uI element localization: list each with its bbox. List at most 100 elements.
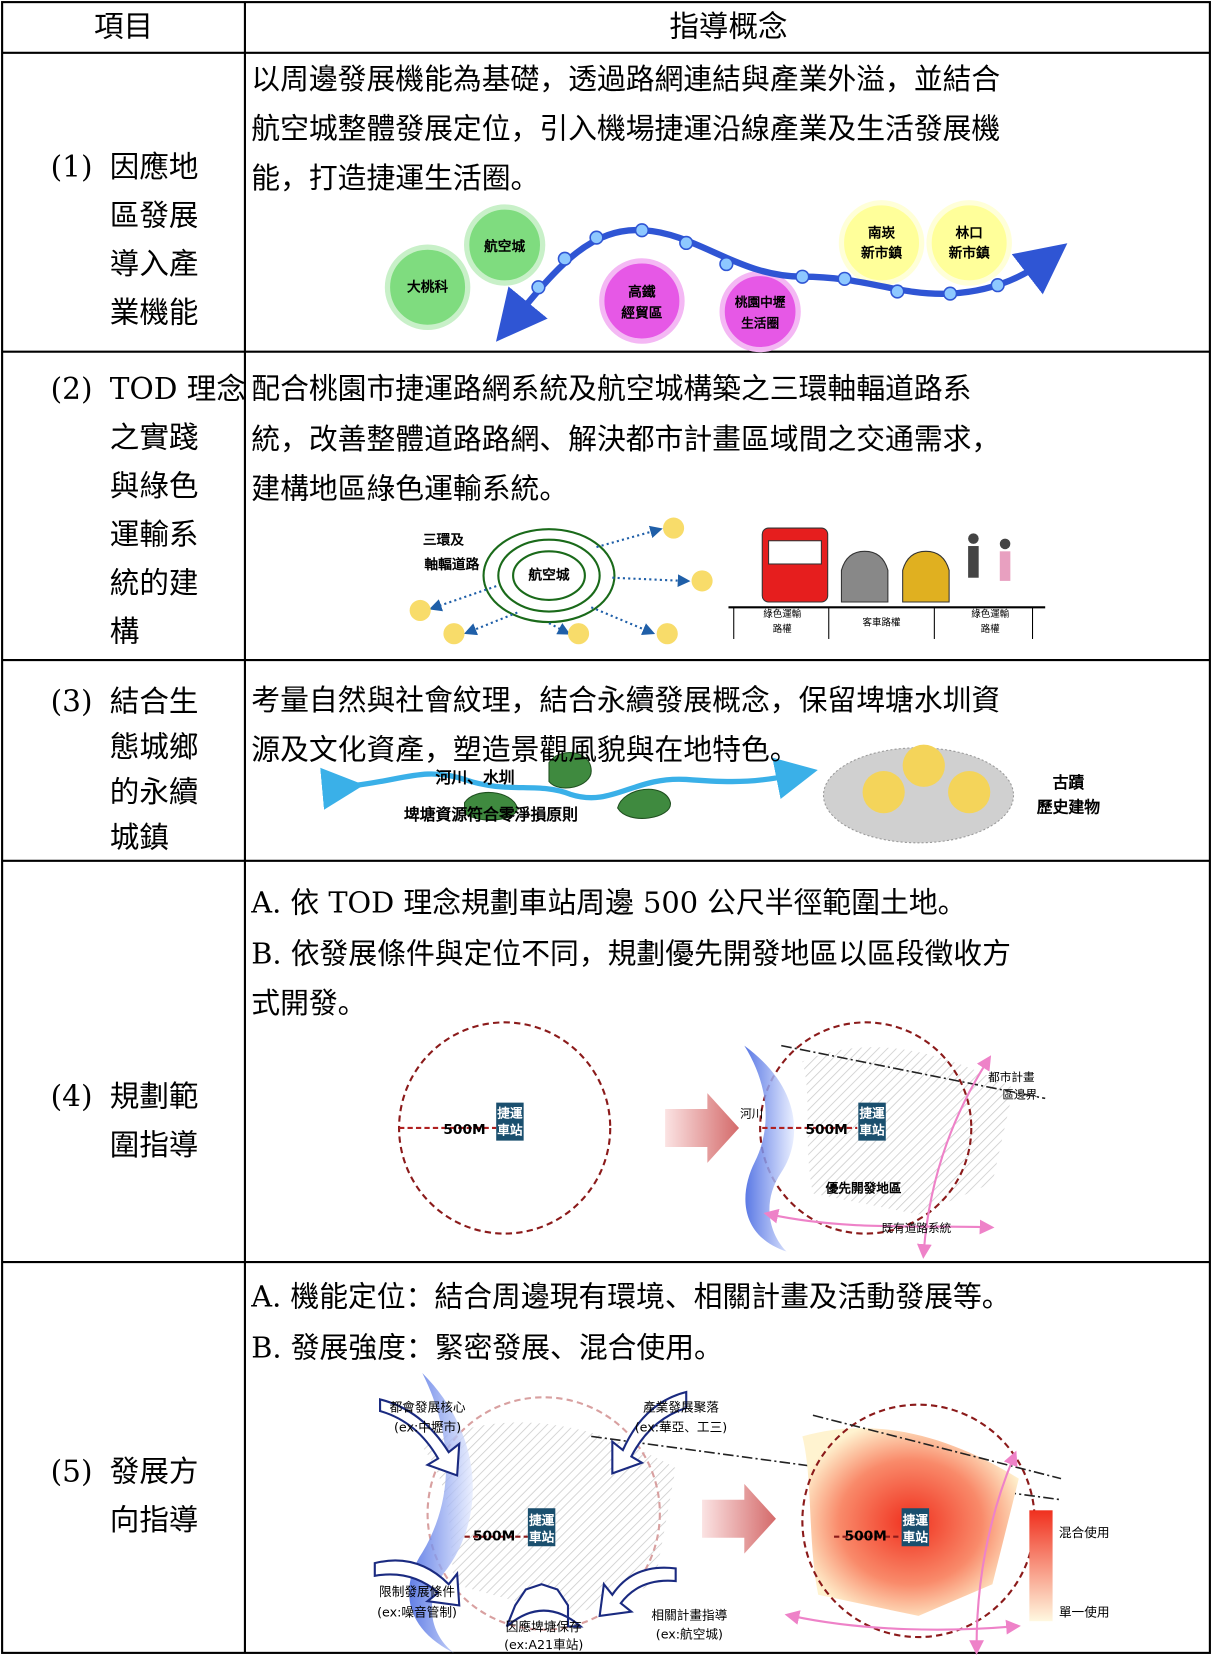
diagram-label: 混合使用 xyxy=(1059,1525,1110,1540)
item-number: (5) xyxy=(51,1454,93,1488)
node xyxy=(384,244,471,331)
plan-boundary xyxy=(781,1044,1046,1100)
diagram-label: 500M xyxy=(806,1122,848,1138)
diagram-label: 限制發展條件 xyxy=(379,1584,455,1599)
diagram-2 xyxy=(409,517,1046,645)
concept-line: 式開發。 xyxy=(251,986,366,1020)
diagram-label: (ex:中壢市) xyxy=(394,1419,461,1434)
heritage xyxy=(948,770,991,814)
diagram-label: 車站 xyxy=(497,1123,523,1138)
station xyxy=(858,1102,886,1141)
route-stations xyxy=(531,223,1005,301)
diagram-3 xyxy=(320,744,1015,844)
item-title: 因應地 xyxy=(110,150,199,184)
radius-circle xyxy=(426,1396,661,1631)
diagram-label: 車站 xyxy=(529,1529,555,1544)
river xyxy=(744,1045,795,1252)
node xyxy=(599,258,685,344)
diagram-label: 單一使用 xyxy=(1059,1604,1110,1619)
bus xyxy=(761,527,829,603)
road xyxy=(916,1055,992,1259)
transition-arrow xyxy=(702,1483,776,1554)
node xyxy=(838,200,925,286)
diagram-label: 因應埤塘保存 xyxy=(506,1619,582,1634)
diagram-label: (ex:A21車站) xyxy=(504,1637,583,1652)
diagram-label: 既有道路系統 xyxy=(882,1221,952,1235)
nodes xyxy=(409,517,713,645)
car xyxy=(902,550,950,603)
diagram-label: 路權 xyxy=(773,623,792,635)
item-title: 導入產 xyxy=(110,247,199,281)
item-number: (4) xyxy=(51,1079,93,1113)
diagram-label: 新市鎮 xyxy=(949,244,990,261)
plan-boundary xyxy=(812,1414,1062,1480)
ring xyxy=(482,528,616,624)
concept-line: 考量自然與社會紋理，結合永續發展概念，保留埤塘水圳資 xyxy=(251,683,1000,717)
item-title: 圍指導 xyxy=(110,1128,199,1162)
diagram-label: 綠色運輸 xyxy=(971,608,1009,620)
diagram-label: (ex:華亞、工三) xyxy=(635,1419,727,1434)
diagram-label: 航空城 xyxy=(484,238,525,255)
diagram-label: 捷運 xyxy=(903,1512,929,1527)
station xyxy=(901,1508,930,1547)
pond xyxy=(617,788,671,819)
item-title: 統的建 xyxy=(110,566,199,600)
item-number: (2) xyxy=(51,372,93,406)
diagram-label: 歷史建物 xyxy=(1037,797,1100,816)
diagram-label: 新市鎮 xyxy=(861,244,902,261)
item-title: TOD 理念 xyxy=(110,372,246,406)
concept-line: 統，改善整體道路路網、解決都市計畫區域間之交通需求， xyxy=(251,422,1000,456)
diagram-5 xyxy=(373,1373,1062,1655)
diagram-label: 區邊界 xyxy=(1002,1088,1037,1102)
item-title: 的永續 xyxy=(110,775,199,809)
concept-line: B. 發展強度：緊密發展、混合使用。 xyxy=(251,1330,723,1364)
diagram-label: 河川 xyxy=(740,1107,763,1121)
diagram-label: 車站 xyxy=(859,1123,885,1138)
diagram-label: 三環及 xyxy=(423,533,464,549)
heritage xyxy=(862,770,905,814)
diagram-label: 大桃科 xyxy=(407,278,448,295)
diagram-label: 優先開發地區 xyxy=(825,1181,902,1196)
item-title: 結合生 xyxy=(110,684,199,718)
station xyxy=(496,1102,524,1141)
influence-arrows xyxy=(373,1390,688,1628)
item-title: 發展方 xyxy=(110,1454,199,1488)
concept-line: A. 機能定位：結合周邊現有環境、相關計畫及活動發展等。 xyxy=(250,1280,1010,1314)
diagram-label: 南崁 xyxy=(868,224,896,241)
diagram-label: (ex:航空城) xyxy=(656,1626,723,1641)
road xyxy=(969,1450,1018,1655)
item-title: 向指導 xyxy=(110,1503,199,1537)
diagram-label: 綠色運輸 xyxy=(763,608,801,620)
diagram-label: 捷運 xyxy=(497,1106,523,1121)
diagram-label: 捷運 xyxy=(529,1512,555,1527)
diagram-label: 航空城 xyxy=(528,567,569,584)
diagram-label: 經貿區 xyxy=(621,305,662,322)
intensity-scale xyxy=(1029,1510,1053,1622)
ring xyxy=(512,550,586,601)
diagram-label: 客車路權 xyxy=(863,617,901,629)
diagram-label: 500M xyxy=(443,1122,485,1138)
item-title: 規劃範 xyxy=(110,1079,199,1113)
header-item: 項目 xyxy=(94,10,153,44)
item-number: (1) xyxy=(51,150,93,184)
road xyxy=(763,1208,995,1235)
river xyxy=(320,757,818,810)
diagram-label: 河川、水圳 xyxy=(436,768,515,787)
diagram-label: 500M xyxy=(473,1529,515,1545)
item-title: 城鎮 xyxy=(110,821,169,855)
item-title: 態城鄉 xyxy=(110,730,199,764)
car xyxy=(840,550,889,603)
concept-line: 能，打造捷運生活圈。 xyxy=(251,161,539,195)
diagram-label: 捷運 xyxy=(859,1106,885,1121)
diagram-label: (ex:噪音管制) xyxy=(377,1604,457,1619)
diagram-label: 軸輻道路 xyxy=(424,556,479,573)
diagram-label: 埤塘資源符合零淨損原則 xyxy=(404,805,578,824)
transition-arrow xyxy=(665,1093,740,1163)
diagram-label: 路權 xyxy=(981,623,1000,635)
diagram-label: 產業發展聚落 xyxy=(643,1399,719,1414)
node xyxy=(926,200,1012,286)
